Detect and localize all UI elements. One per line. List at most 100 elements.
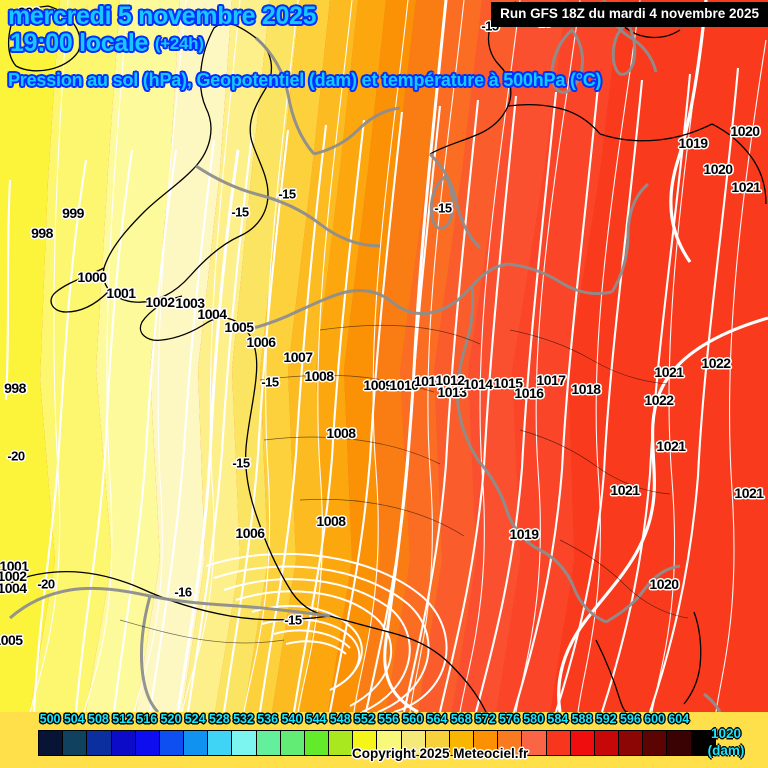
forecast-step-value: (+24h): [154, 34, 204, 53]
colorbar-swatch: [400, 730, 426, 756]
colorbar-tick: 508: [88, 712, 109, 726]
pressure-label: 1009: [363, 377, 393, 393]
pressure-label: 1020: [649, 576, 679, 592]
colorbar-swatch: [183, 730, 209, 756]
colorbar-swatch: [352, 730, 378, 756]
colorbar-unit-value: 1020: [710, 726, 742, 741]
pressure-label: 1000: [77, 269, 107, 285]
colorbar-swatch: [642, 730, 668, 756]
colorbar-tick: 568: [450, 712, 472, 726]
pressure-label: 1006: [235, 525, 265, 541]
pressure-label: 1008: [316, 513, 346, 529]
model-run-badge: Run GFS 18Z du mardi 4 novembre 2025: [491, 2, 768, 27]
colorbar-swatch: [134, 730, 160, 756]
pressure-label: 1002: [145, 294, 175, 310]
colorbar-tick: 560: [402, 712, 424, 726]
colorbar-swatch: [38, 730, 64, 756]
pressure-label: 1005: [224, 319, 254, 335]
colorbar-tick: 576: [499, 712, 520, 726]
forecast-date-title: mercredi 5 novembre 2025: [8, 2, 317, 30]
colorbar-tick: 516: [136, 712, 158, 726]
temperature-label: -15: [434, 200, 452, 216]
pressure-label: 1006: [246, 334, 276, 350]
colorbar-swatch: [497, 730, 523, 756]
pressure-label: 998: [31, 225, 53, 241]
colorbar-tick: 512: [112, 712, 134, 726]
colorbar-swatch: [231, 730, 257, 756]
model-run-label: Run GFS 18Z du mardi 4 novembre 2025: [500, 6, 759, 21]
pressure-label: 1019: [509, 526, 539, 542]
temperature-label: -20: [7, 448, 25, 464]
colorbar-swatches: [38, 730, 716, 756]
pressure-label: 1016: [514, 385, 544, 401]
ridge-contour: [557, 0, 768, 712]
pressure-label: 1019: [678, 135, 708, 151]
colorbar-tick: 580: [523, 712, 545, 726]
pressure-label: 1002: [0, 568, 27, 584]
pressure-label: 1001: [106, 285, 136, 301]
geopotential-contours: [29, 0, 767, 712]
temperature-label: -16: [174, 584, 192, 600]
pressure-label: 1014: [463, 376, 493, 392]
pressure-label: 1003: [175, 295, 205, 311]
colorbar-tick: 536: [257, 712, 279, 726]
pressure-label: 1011: [413, 373, 443, 389]
pressure-label: 1013: [437, 384, 467, 400]
colorbar-swatch: [62, 730, 88, 756]
colorbar-tick: 520: [160, 712, 182, 726]
copyright-notice: Copyright 2025 Meteociel.fr: [352, 746, 529, 761]
colorbar-tick: 584: [547, 712, 569, 726]
colorbar-tick: 564: [426, 712, 448, 726]
colorbar-tick: 528: [208, 712, 230, 726]
forecast-map[interactable]: 999 999 998 1000 1001 1002 1003 1004 1005 1006 100…: [0, 0, 768, 712]
pressure-label: 1004: [197, 306, 227, 322]
pressure-label: 1017: [536, 372, 566, 388]
colorbar-swatch: [328, 730, 354, 756]
temperature-label: -15: [261, 374, 279, 390]
colorbar-unit-label: (dam): [707, 743, 745, 758]
colorbar-swatch: [666, 730, 692, 756]
colorbar-tick: 604: [668, 712, 690, 726]
temperature-label: -15: [284, 612, 302, 628]
pressure-label: 1010: [389, 377, 419, 393]
colorbar-swatch: [158, 730, 185, 756]
pressure-label: 1005: [0, 632, 23, 648]
colorbar-swatch: [545, 730, 571, 756]
pressure-label: 1020: [730, 123, 760, 139]
pressure-label: 1021: [656, 438, 686, 454]
colorbar-tick: 556: [378, 712, 400, 726]
colorbar-swatch: [255, 730, 281, 756]
pressure-label: 1021: [731, 179, 761, 195]
pressure-label: 1021: [734, 485, 764, 501]
pressure-label: 1021: [654, 364, 684, 380]
main-isobar-bold: [176, 0, 448, 712]
colorbar-tick: 532: [233, 712, 254, 726]
pressure-label: 999: [62, 205, 84, 221]
forecast-time-title: 19:00 locale (+24h): [10, 29, 204, 58]
forecast-time-value: 19:00 locale: [10, 29, 149, 57]
colorbar-tick: 600: [644, 712, 665, 726]
pressure-label: 1020: [703, 161, 733, 177]
colorbar-tick: 524: [184, 712, 206, 726]
region-lines: [119, 324, 689, 644]
colorbar-tick: 544: [305, 712, 327, 726]
pressure-label: 1022: [701, 355, 731, 371]
pressure-label: 998: [4, 380, 26, 396]
pressure-label: 1018: [571, 381, 601, 397]
colorbar-tick: 596: [619, 712, 641, 726]
temperature-label: -15: [278, 186, 296, 202]
pressure-label: 1012: [435, 372, 465, 388]
pressure-label: 1008: [326, 425, 356, 441]
pressure-label: 1022: [644, 392, 674, 408]
pressure-label: 1007: [283, 349, 313, 365]
colorbar-swatch: [593, 730, 620, 756]
pressure-label: 999: [18, 4, 40, 20]
map-canvas: [0, 0, 768, 712]
colorbar-swatch: [86, 730, 112, 756]
colorbar-tick-labels: 500 504 508 512 516 520 524 528 532 536 540 544 548 5…: [0, 712, 768, 730]
coastlines: [0, 0, 767, 712]
national-borders: [9, 0, 722, 712]
colorbar-tick: 540: [281, 712, 303, 726]
temperature-label: -15: [231, 204, 249, 220]
